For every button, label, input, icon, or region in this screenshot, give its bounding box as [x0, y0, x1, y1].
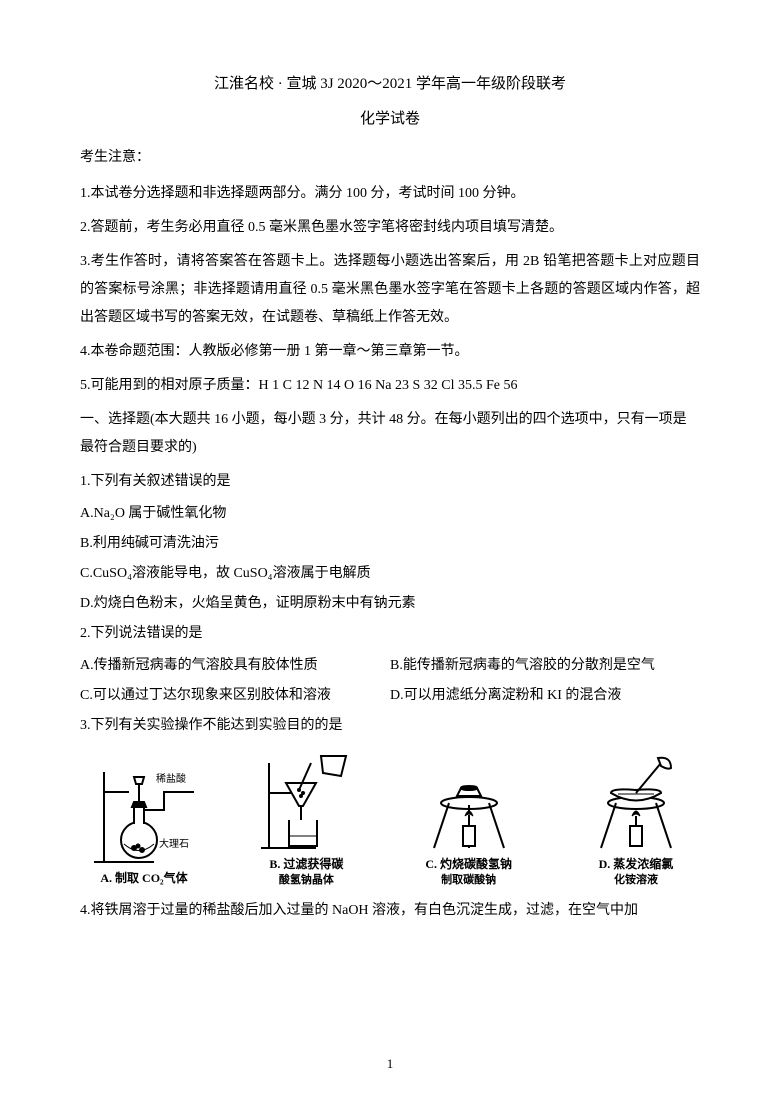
- q3-stem: 3.下列有关实验操作不能达到实验目的的是: [80, 712, 700, 740]
- exam-subtitle: 化学试卷: [80, 107, 700, 128]
- apparatus-filter-icon: [251, 748, 361, 853]
- apparatus-co2-icon: 稀盐酸 大理石: [84, 762, 204, 867]
- page-number: 1: [387, 1056, 394, 1072]
- q3-diagram-c: C. 灼烧碳酸氢钠 制取碳酸钠: [409, 748, 529, 887]
- q2-option-d: D.可以用滤纸分离淀粉和 KI 的混合液: [390, 682, 700, 710]
- q1-option-d: D.灼烧白色粉末，火焰呈黄色，证明原粉末中有钠元素: [80, 590, 700, 618]
- q3-diagram-row: 稀盐酸 大理石 A. 制取 CO₂气体: [80, 748, 700, 887]
- q3-diagram-d: D. 蒸发浓缩氯 化铵溶液: [576, 748, 696, 887]
- notice-5: 5.可能用到的相对原子质量：H 1 C 12 N 14 O 16 Na 23 S…: [80, 372, 700, 400]
- q3-diagram-b-sublabel: 酸氢钠晶体: [279, 873, 334, 887]
- q2-option-c: C.可以通过丁达尔现象来区别胶体和溶液: [80, 682, 390, 710]
- q3-diagram-c-label: C. 灼烧碳酸氢钠: [425, 857, 512, 873]
- q1-option-b: B.利用纯碱可清洗油污: [80, 530, 700, 558]
- q1-option-c: C.CuSO₄溶液能导电，故 CuSO₄溶液属于电解质: [80, 560, 700, 588]
- apparatus-burn-icon: [409, 748, 529, 853]
- q2-option-b: B.能传播新冠病毒的气溶胶的分散剂是空气: [390, 652, 700, 680]
- apparatus-evaporate-icon: [576, 748, 696, 853]
- section-intro: 一、选择题(本大题共 16 小题，每小题 3 分，共计 48 分。在每小题列出的…: [80, 406, 700, 462]
- q3-diagram-b: B. 过滤获得碳 酸氢钠晶体: [251, 748, 361, 887]
- q3-diagram-d-label: D. 蒸发浓缩氯: [599, 857, 674, 873]
- q3-diagram-b-label: B. 过滤获得碳: [269, 857, 343, 873]
- notice-3: 3.考生作答时，请将答案答在答题卡上。选择题每小题选出答案后，用 2B 铅笔把答…: [80, 248, 700, 332]
- q1-stem: 1.下列有关叙述错误的是: [80, 468, 700, 496]
- q3-diagram-d-sublabel: 化铵溶液: [614, 873, 658, 887]
- notice-1: 1.本试卷分选择题和非选择题两部分。满分 100 分，考试时间 100 分钟。: [80, 180, 700, 208]
- q1-option-a: A.Na₂O 属于碱性氧化物: [80, 500, 700, 528]
- notice-4: 4.本卷命题范围：人教版必修第一册 1 第一章～第三章第一节。: [80, 338, 700, 366]
- notice-2: 2.答题前，考生务必用直径 0.5 毫米黑色墨水签字笔将密封线内项目填写清楚。: [80, 214, 700, 242]
- q4-stem: 4.将铁屑溶于过量的稀盐酸后加入过量的 NaOH 溶液，有白色沉淀生成，过滤，在…: [80, 897, 700, 925]
- q2-stem: 2.下列说法错误的是: [80, 620, 700, 648]
- q3-diagram-a: 稀盐酸 大理石 A. 制取 CO₂气体: [84, 762, 204, 887]
- notice-header: 考生注意：: [80, 146, 700, 166]
- svg-text:大理石: 大理石: [159, 837, 189, 850]
- svg-text:稀盐酸: 稀盐酸: [156, 772, 186, 785]
- q3-diagram-a-label: A. 制取 CO₂气体: [100, 871, 187, 887]
- q2-row-cd: C.可以通过丁达尔现象来区别胶体和溶液 D.可以用滤纸分离淀粉和 KI 的混合液: [80, 682, 700, 710]
- q2-option-a: A.传播新冠病毒的气溶胶具有胶体性质: [80, 652, 390, 680]
- exam-title: 江淮名校 · 宣城 3J 2020～2021 学年高一年级阶段联考: [80, 72, 700, 93]
- q3-diagram-c-sublabel: 制取碳酸钠: [441, 873, 496, 887]
- q2-row-ab: A.传播新冠病毒的气溶胶具有胶体性质 B.能传播新冠病毒的气溶胶的分散剂是空气: [80, 652, 700, 680]
